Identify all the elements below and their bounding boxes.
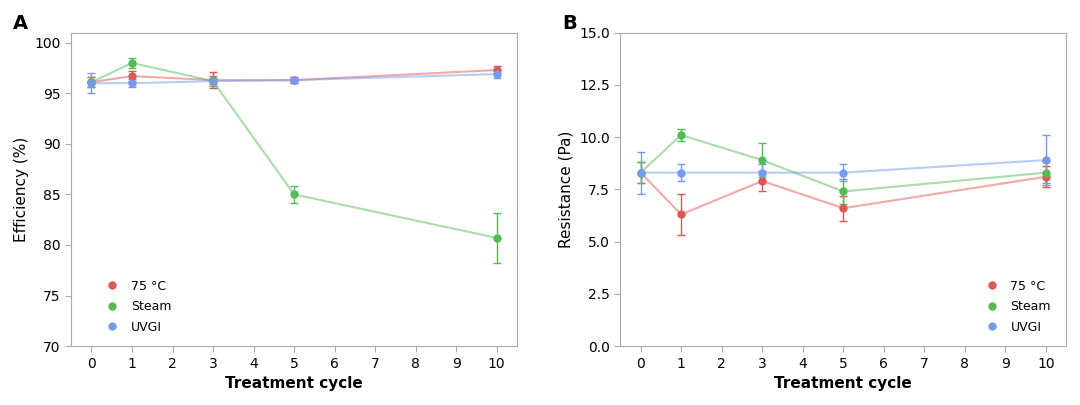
Text: B: B — [563, 14, 577, 33]
Legend: 75 °C, Steam, UVGI: 75 °C, Steam, UVGI — [980, 279, 1051, 334]
Text: A: A — [13, 14, 28, 33]
Legend: 75 °C, Steam, UVGI: 75 °C, Steam, UVGI — [99, 279, 172, 334]
X-axis label: Treatment cycle: Treatment cycle — [226, 376, 363, 391]
X-axis label: Treatment cycle: Treatment cycle — [774, 376, 913, 391]
Y-axis label: Resistance (Pa): Resistance (Pa) — [558, 131, 573, 248]
Y-axis label: Efficiency (%): Efficiency (%) — [14, 137, 29, 242]
